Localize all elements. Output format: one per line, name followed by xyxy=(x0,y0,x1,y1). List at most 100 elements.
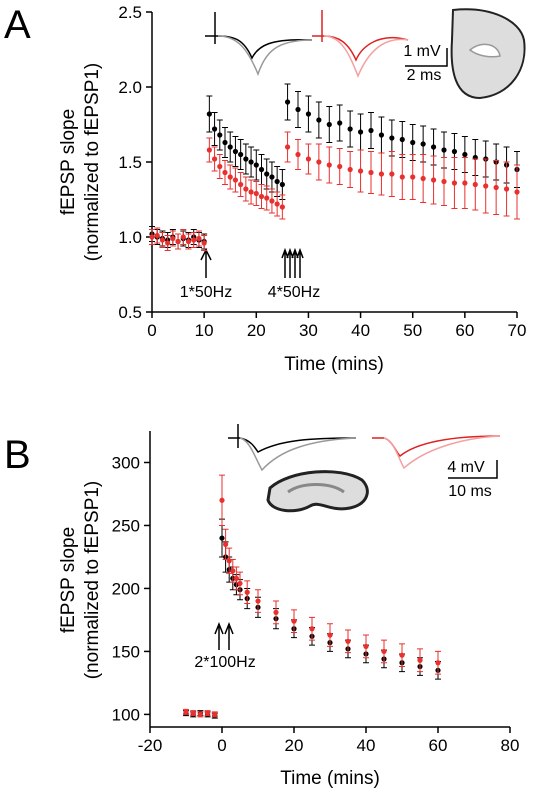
data-point xyxy=(347,166,353,173)
x-tick-label: 40 xyxy=(357,736,376,755)
y-tick-label: 1.5 xyxy=(118,153,142,172)
y-tick-label: 2.0 xyxy=(118,78,142,97)
data-point xyxy=(232,148,239,155)
data-point xyxy=(222,139,228,146)
data-point xyxy=(191,237,197,243)
data-point xyxy=(258,166,265,173)
data-point xyxy=(197,711,203,718)
data-point xyxy=(295,151,301,158)
x-tick-label: 10 xyxy=(195,321,214,340)
data-point xyxy=(284,144,291,150)
data-point xyxy=(441,178,447,185)
data-point xyxy=(420,175,426,182)
data-point xyxy=(237,580,243,587)
data-point xyxy=(211,156,218,162)
data-point xyxy=(232,177,239,183)
data-point xyxy=(183,709,189,715)
x-tick-label: 80 xyxy=(501,736,520,755)
data-point xyxy=(291,618,297,624)
data-point xyxy=(326,121,332,128)
panel-label: B xyxy=(4,433,31,477)
data-point xyxy=(389,171,395,177)
data-point xyxy=(217,132,223,138)
data-point xyxy=(514,189,520,195)
data-point xyxy=(410,139,416,146)
y-tick-label: 250 xyxy=(112,516,140,535)
data-point xyxy=(149,234,155,240)
data-point xyxy=(399,136,405,143)
data-point xyxy=(230,568,236,574)
data-point xyxy=(274,178,280,185)
data-point xyxy=(211,126,218,132)
data-point xyxy=(316,117,322,123)
data-point xyxy=(227,144,233,150)
data-point xyxy=(274,201,280,207)
data-point xyxy=(269,198,275,204)
x-tick-label: 70 xyxy=(508,321,527,340)
data-point xyxy=(279,204,285,210)
data-point xyxy=(269,174,275,180)
scale-bar-label: 4 mV xyxy=(447,459,485,476)
y-tick-label: 1.0 xyxy=(118,228,142,247)
arrows xyxy=(214,621,234,650)
data-point xyxy=(316,159,322,165)
data-point xyxy=(233,575,239,581)
data-point xyxy=(357,129,364,135)
data-point xyxy=(243,156,249,162)
x-tick-label: 20 xyxy=(285,736,304,755)
data-point xyxy=(159,237,166,243)
data-point xyxy=(305,156,312,162)
x-tick-label: 50 xyxy=(403,321,422,340)
x-tick-label: -20 xyxy=(138,736,163,755)
panel-label: A xyxy=(4,3,31,47)
x-axis-label: Time (mins) xyxy=(280,768,380,789)
x-axis-label: Time (mins) xyxy=(284,354,384,375)
data-point xyxy=(185,238,192,245)
data-point xyxy=(165,240,171,246)
inset-traces xyxy=(228,424,501,513)
data-point xyxy=(201,240,207,246)
data-point xyxy=(326,162,332,168)
data-point xyxy=(206,147,212,153)
arrows xyxy=(200,247,304,278)
x-tick-label: 0 xyxy=(147,321,156,340)
data-point xyxy=(248,189,254,195)
scale-bar-label: 2 ms xyxy=(407,67,442,84)
y-axis-label: fEPSP slope xyxy=(58,527,79,633)
data-point xyxy=(226,558,232,564)
y-tick-label: 2.5 xyxy=(118,3,142,22)
data-point xyxy=(217,163,223,170)
annotation: 1*50Hz xyxy=(180,284,232,301)
x-tick-label: 30 xyxy=(299,321,318,340)
data-point xyxy=(255,598,261,604)
data-point xyxy=(347,126,353,132)
data-point xyxy=(399,174,405,180)
data-point xyxy=(503,186,510,192)
data-point xyxy=(154,232,160,239)
data-point xyxy=(238,181,244,188)
data-point xyxy=(493,184,499,191)
data-point xyxy=(430,177,437,183)
data-point xyxy=(227,174,233,180)
y-tick-label: 200 xyxy=(112,579,140,598)
data-point xyxy=(462,151,468,158)
data-point xyxy=(357,168,364,174)
data-point xyxy=(253,162,259,168)
data-point xyxy=(378,171,385,177)
y-axis-label: (normalized to fEPSP1) xyxy=(82,63,103,262)
data-point xyxy=(219,497,225,503)
data-point xyxy=(248,159,254,165)
data-point xyxy=(337,120,343,126)
data-point xyxy=(212,711,218,718)
x-tick-label: 0 xyxy=(217,736,226,755)
data-point xyxy=(378,132,385,138)
scale-bar-label: 10 ms xyxy=(448,483,492,500)
x-tick-label: 60 xyxy=(429,736,448,755)
y-tick-label: 150 xyxy=(112,642,140,661)
data-point xyxy=(238,151,244,158)
data-point xyxy=(264,171,270,177)
data-point xyxy=(399,652,405,658)
data-point xyxy=(295,106,301,113)
data-point xyxy=(279,181,285,188)
